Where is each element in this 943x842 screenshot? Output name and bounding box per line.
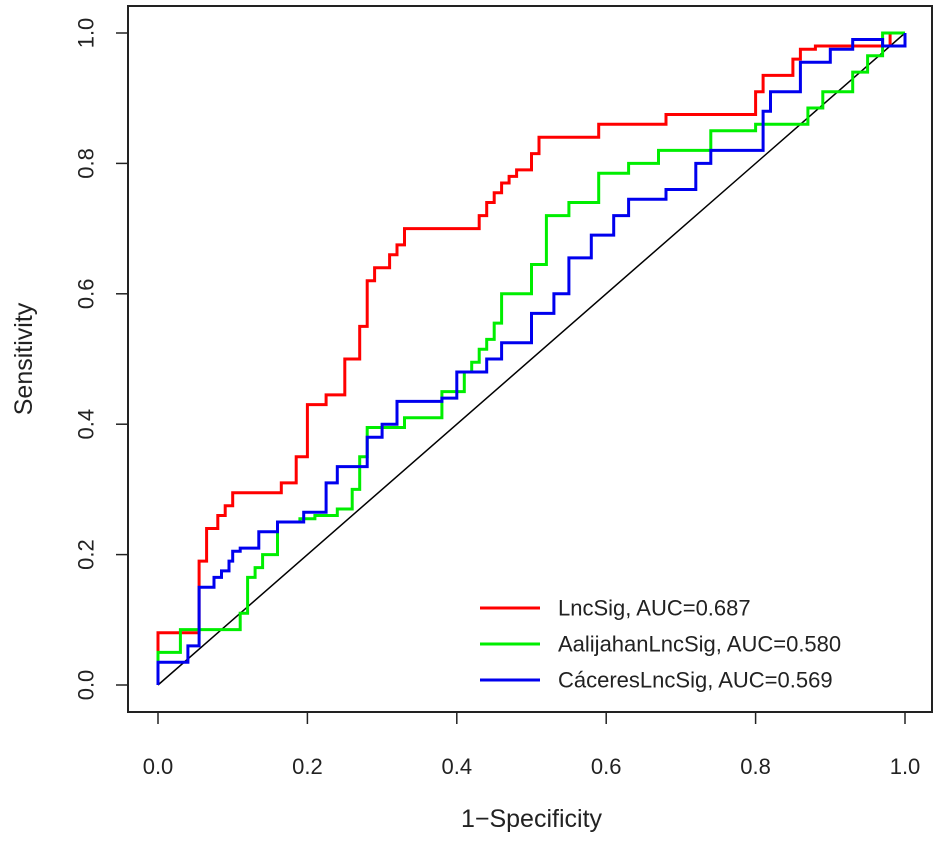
x-axis: 0.0 0.2 0.4 0.6 0.8 1.0 bbox=[143, 711, 921, 779]
y-tick-label: 0.2 bbox=[74, 539, 99, 570]
x-tick-label: 1.0 bbox=[890, 754, 921, 779]
roc-curve-lncsig bbox=[156, 31, 905, 685]
roc-curve-c-cereslncsig bbox=[156, 33, 907, 685]
plot-area bbox=[127, 5, 933, 713]
y-axis: 0.0 0.2 0.4 0.6 0.8 1.0 bbox=[74, 18, 129, 701]
roc-curve-aalijahanlncsig bbox=[156, 31, 905, 685]
y-tick-label: 0.6 bbox=[74, 279, 99, 310]
y-tick-label: 0.0 bbox=[74, 670, 99, 701]
y-tick-label: 1.0 bbox=[74, 18, 99, 49]
legend: LncSig, AUC=0.687 AalijahanLncSig, AUC=0.… bbox=[480, 596, 841, 693]
x-tick-label: 0.2 bbox=[292, 754, 323, 779]
x-tick-label: 0.8 bbox=[740, 754, 771, 779]
x-tick-label: 0.6 bbox=[591, 754, 622, 779]
y-axis-label: Sensitivity bbox=[10, 302, 38, 415]
y-tick-label: 0.8 bbox=[74, 148, 99, 179]
legend-entry-label: CáceresLncSig, AUC=0.569 bbox=[558, 668, 833, 693]
y-tick-label: 0.4 bbox=[74, 409, 99, 440]
legend-entry-label: AalijahanLncSig, AUC=0.580 bbox=[558, 632, 841, 657]
x-tick-label: 0.4 bbox=[442, 754, 473, 779]
reference-diagonal-line bbox=[157, 32, 906, 686]
x-axis-label: 1−Specificity bbox=[461, 805, 603, 833]
x-tick-label: 0.0 bbox=[143, 754, 174, 779]
legend-entry-label: LncSig, AUC=0.687 bbox=[558, 596, 751, 621]
